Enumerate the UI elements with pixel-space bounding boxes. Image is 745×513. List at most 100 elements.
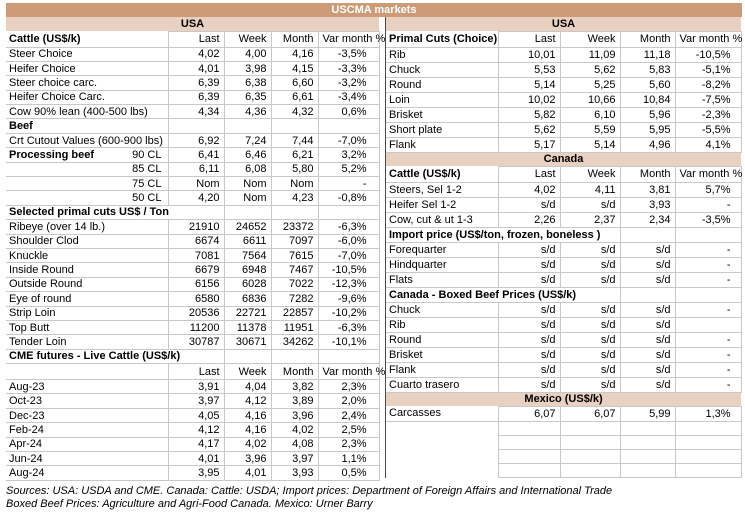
column-header: Var month %: [317, 363, 385, 381]
value-week: Nom: [223, 176, 272, 192]
table-row: Flats s/d s/d s/d -: [386, 271, 742, 288]
table-row: Chuck 5,53 5,62 5,83 -5,1%: [386, 61, 742, 78]
table-separator-line: [385, 17, 386, 478]
value-last: 5,82: [497, 106, 561, 123]
row-label: Hindquarter: [386, 257, 499, 273]
value-month: 4,15: [270, 60, 319, 77]
value-var-month: 1,1%: [317, 451, 380, 467]
value-last: 4,12: [167, 422, 225, 438]
value-last: s/d: [497, 256, 561, 273]
table-row: Heifer Choice Carc. 6,39 6,35 6,61 -3,4%: [6, 89, 380, 106]
value-last: 6674: [167, 233, 225, 249]
empty-cell: [619, 462, 676, 478]
value-last: 6,39: [167, 75, 225, 91]
value-var-month: -10,1%: [317, 334, 380, 350]
value-week: s/d: [559, 256, 621, 273]
value-last: s/d: [497, 331, 561, 348]
value-var-month: -7,5%: [674, 91, 742, 108]
row-label: 50 CL: [6, 190, 169, 206]
value-var-month: -: [674, 196, 742, 213]
column-header: Last: [167, 363, 225, 381]
table-row: Flank 5,17 5,14 4,96 4,1%: [386, 136, 742, 153]
value-month: 5,95: [619, 121, 676, 138]
value-month: 10,84: [619, 91, 676, 108]
row-label: Heifer Choice Carc.: [6, 90, 169, 106]
value-month: Nom: [270, 176, 319, 192]
value-var-month: 2,0%: [317, 393, 380, 409]
value-week: 22721: [223, 305, 272, 321]
value-var-month: -0,8%: [317, 190, 380, 206]
empty-cell: [559, 462, 621, 478]
empty-cell: [619, 286, 676, 303]
value-month: 6,21: [270, 147, 319, 163]
column-header: Week: [223, 363, 272, 381]
section-header-row: CME futures - Live Cattle (US$/k): [6, 348, 380, 365]
table-row: 50 CL 4,20 Nom 4,23 -0,8%: [6, 190, 380, 206]
row-label: Short plate: [386, 122, 499, 138]
value-week: s/d: [559, 196, 621, 213]
row-group-header: Cattle (US$/k): [6, 31, 169, 48]
table-row: Oct-23 3,97 4,12 3,89 2,0%: [6, 393, 380, 409]
value-month: 7282: [270, 291, 319, 307]
value-var-month: -3,5%: [674, 211, 742, 228]
row-label: 85 CL: [6, 162, 169, 178]
value-week: Nom: [223, 190, 272, 206]
value-var-month: -: [317, 176, 380, 192]
value-week: 6,08: [223, 161, 272, 178]
empty-cell: [619, 420, 676, 436]
value-week: 6836: [223, 291, 272, 307]
empty-cell: [497, 420, 561, 436]
value-month: 5,83: [619, 61, 676, 78]
table-row: Cow, cut & ut 1-3 2,26 2,37 2,34 -3,5%: [386, 211, 742, 228]
value-week: 4,00: [223, 46, 272, 62]
value-last: 6,07: [497, 405, 561, 422]
column-header: Var month %: [674, 165, 742, 183]
table-row: Crt Cutout Values (600-900 lbs) 6,92 7,24 7…: [6, 132, 380, 149]
value-var-month: 0,6%: [317, 104, 380, 120]
value-week: 11,09: [559, 46, 621, 63]
value-last: s/d: [497, 376, 561, 393]
value-var-month: -: [674, 301, 742, 318]
table-row: Steers, Sel 1-2 4,02 4,11 3,81 5,7%: [386, 181, 742, 198]
column-header-row: Cattle (US$/k) Last Week Month Var month %: [6, 30, 385, 48]
value-month: 3,93: [270, 465, 319, 481]
empty-cell: [223, 348, 272, 365]
usa-canada-mexico-table: USA Primal Cuts (Choice) Last Week Month Var …: [386, 17, 742, 478]
empty-cell: [559, 420, 621, 436]
value-month: 4,02: [270, 422, 319, 438]
table-row: Round 5,14 5,25 5,60 -8,2%: [386, 76, 742, 93]
value-last: 10,01: [497, 46, 561, 63]
value-var-month: 2,3%: [317, 379, 380, 395]
value-week: 5,25: [559, 76, 621, 93]
sources-note: Sources: USA: USDA and CME. Canada: Catt…: [6, 485, 741, 510]
value-var-month: -6,3%: [317, 319, 380, 336]
empty-cell: [559, 448, 621, 464]
empty-row: [386, 462, 742, 478]
empty-cell: [167, 118, 225, 134]
value-week: 6,35: [223, 89, 272, 106]
value-var-month: -5,5%: [674, 121, 742, 138]
table-row: Cuarto trasero s/d s/d s/d -: [386, 376, 742, 393]
value-last: 3,95: [167, 465, 225, 481]
row-label: Strip Loin: [6, 306, 169, 321]
row-label: Carcasses: [386, 406, 499, 422]
value-var-month: 3,2%: [317, 147, 380, 163]
row-label: Rib: [386, 47, 499, 63]
row-label: Brisket: [386, 107, 499, 123]
row-label: 75 CL: [6, 176, 169, 192]
value-week: 3,98: [223, 60, 272, 77]
value-last: 4,01: [167, 451, 225, 467]
row-label: Oct-23: [6, 393, 169, 409]
value-last: 5,17: [497, 136, 561, 153]
row-label: Steer Choice: [6, 47, 169, 62]
value-var-month: -: [674, 361, 742, 378]
value-month: 7467: [270, 262, 319, 278]
value-month: 5,99: [619, 405, 676, 422]
row-label-sub: 50 CL: [132, 192, 162, 205]
table-row: Ribeye (over 14 lb.) 21910 24652 23372 -6,3%: [6, 219, 380, 235]
value-last: 6,41: [167, 147, 225, 163]
value-week: 5,59: [559, 121, 621, 138]
region-bar-row: Canada: [386, 152, 742, 166]
column-header: Month: [270, 30, 319, 48]
value-var-month: -6,3%: [317, 219, 380, 235]
